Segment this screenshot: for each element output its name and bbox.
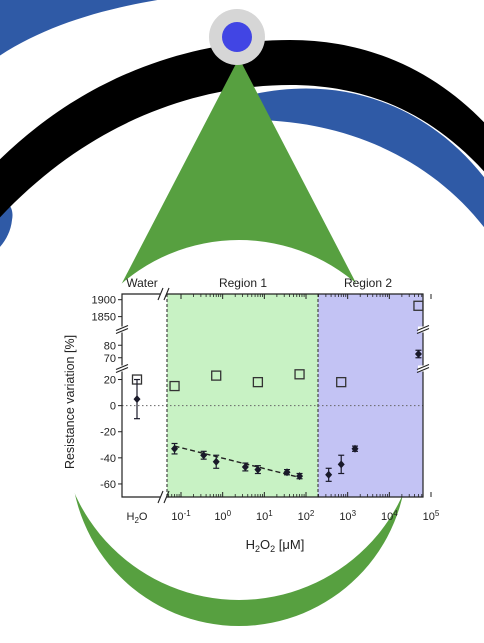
hollow-square-point [252, 376, 264, 388]
chart: Water Region 1 Region 2 Resistance varia… [63, 276, 440, 554]
y-tick-label: 80 [104, 340, 116, 352]
region-label-1: Region 1 [219, 276, 267, 290]
axis-breaks [115, 287, 430, 504]
hollow-square-point [211, 370, 222, 381]
y-axis-break-mark [115, 327, 129, 335]
filled-diamond-point [351, 444, 359, 453]
y-axis-break-mark [115, 363, 129, 371]
region-label-water: Water [126, 276, 158, 290]
filled-diamond-point [414, 350, 422, 358]
main-panel-frame [167, 293, 424, 498]
hollow-square-point [413, 300, 424, 311]
y-axis-break-mark-right [416, 363, 430, 371]
y-axis-break-mark-right-gap [418, 365, 428, 372]
y-tick-label: 20 [104, 375, 116, 387]
y-axis-break-mark-right [416, 324, 430, 332]
y-axis-break-mark-right [416, 327, 430, 335]
trend-line [174, 445, 300, 479]
x-tick-label: 105 [423, 509, 440, 523]
filled-diamond-point [283, 468, 291, 477]
y-tick-label: 0 [110, 401, 116, 413]
y-tick-label: -60 [100, 479, 116, 491]
hollow-square-point [336, 376, 347, 388]
water-panel-frame [121, 293, 160, 498]
x-axis-break-mark [157, 287, 164, 301]
x-axis-break-mark [163, 287, 170, 301]
hollow-square-point [294, 369, 305, 380]
y-axis-break-mark [115, 366, 129, 374]
filled-diamond-point [254, 465, 262, 474]
hollow-square-point [169, 380, 180, 392]
x-axis-break-mark [163, 490, 170, 504]
y-axis-label: Resistance variation [%] [63, 335, 77, 469]
region-2-band [318, 294, 423, 497]
pin-tip [108, 58, 370, 310]
x-tick-label: 104 [381, 509, 398, 523]
plot-frame [121, 293, 424, 498]
y-tick-label: 1850 [92, 312, 116, 324]
decorative-arcs [0, 0, 484, 247]
x-axis-break-mark [157, 490, 164, 504]
filled-diamond-point [200, 451, 208, 460]
x-axis-label: H2O2 [μM] [246, 537, 305, 554]
y-tick-label: 70 [104, 353, 116, 365]
region-label-2: Region 2 [344, 276, 392, 290]
filled-diamond-point [171, 444, 179, 453]
filled-diamond-point [296, 472, 304, 481]
knob-inner [222, 22, 252, 52]
y-axis-break-mark [115, 324, 129, 332]
x-axis-break-gap [161, 491, 166, 503]
x-tick-water: H2O [127, 511, 148, 525]
filled-diamond-point [337, 460, 345, 469]
y-axis-break-mark-gap [117, 365, 127, 372]
x-axis-break-gap [161, 288, 166, 300]
y-tick-label: -20 [100, 427, 116, 439]
y-axis-break-mark-right [416, 366, 430, 374]
black-arc [0, 40, 484, 218]
y-axis-break-mark-right-gap [418, 326, 428, 333]
filled-diamond-point [325, 470, 333, 479]
blue-arc-right [250, 88, 484, 228]
water-solid-point [133, 395, 141, 404]
data-points [131, 300, 424, 482]
y-tick-label: -40 [100, 453, 116, 465]
y-axis-break-mark-gap [117, 326, 127, 333]
blue-arc-top [0, 0, 158, 56]
filled-diamond-point [212, 457, 220, 466]
filled-diamond-point [241, 462, 249, 471]
y-tick-label: 1900 [92, 295, 116, 307]
